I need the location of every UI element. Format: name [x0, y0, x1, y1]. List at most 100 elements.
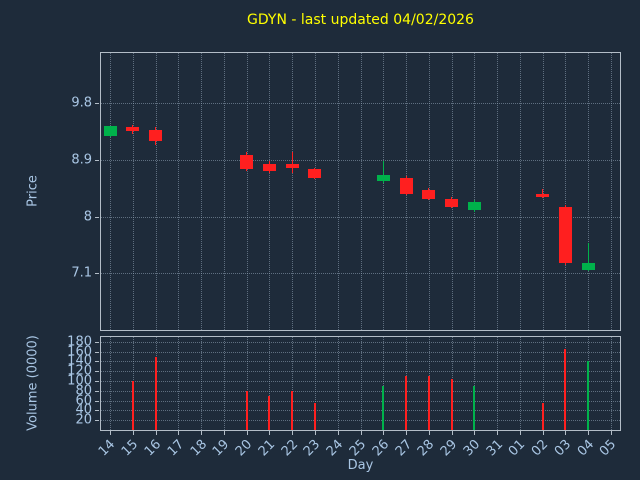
volume-axis-label: Volume (0000): [25, 335, 41, 431]
price-tick-mark: [95, 216, 99, 218]
day-tick-mark: [292, 431, 294, 435]
grid-line-vertical: [269, 337, 271, 430]
day-tick-mark: [406, 431, 408, 435]
grid-line-vertical: [383, 53, 385, 330]
grid-line-horizontal: [101, 390, 620, 392]
grid-line-horizontal: [101, 216, 620, 218]
day-tick-label: 01: [506, 437, 529, 460]
day-tick-label: 16: [141, 437, 165, 460]
volume-tick-mark: [95, 381, 99, 383]
day-tick-label: 27: [392, 437, 415, 460]
volume-tick-label: 180: [67, 334, 92, 350]
grid-line-vertical: [611, 337, 612, 430]
grid-line-vertical: [269, 53, 271, 330]
volume-tick-label: 100: [67, 373, 92, 389]
day-tick-mark: [428, 431, 430, 435]
day-tick-label: 25: [346, 437, 370, 460]
day-tick-mark: [497, 431, 499, 435]
volume-bar: [473, 385, 476, 430]
grid-line-horizontal: [101, 160, 620, 162]
day-tick-mark: [383, 431, 385, 435]
day-tick-mark: [178, 431, 180, 435]
volume-bar: [541, 403, 544, 430]
grid-line-horizontal: [101, 381, 620, 383]
candle-body: [467, 201, 481, 211]
volume-bar: [405, 376, 408, 430]
volume-bar: [245, 390, 248, 430]
candle-wick: [587, 243, 589, 271]
volume-bar: [268, 395, 271, 430]
volume-bar: [291, 390, 294, 430]
grid-line-vertical: [132, 53, 134, 330]
day-tick-label: 30: [460, 437, 483, 460]
day-tick-mark: [360, 431, 362, 435]
volume-tick-label: 40: [75, 402, 92, 418]
volume-tick-mark: [95, 371, 99, 373]
grid-line-vertical: [314, 53, 316, 330]
grid-line-vertical: [565, 53, 567, 330]
day-tick-mark: [588, 431, 590, 435]
day-tick-label: 28: [415, 437, 438, 460]
candle-wick: [382, 161, 384, 183]
candle-body: [558, 206, 572, 264]
volume-tick-mark: [95, 361, 99, 363]
grid-line-vertical: [314, 337, 316, 430]
day-tick-mark: [474, 431, 476, 435]
candle-body: [126, 127, 140, 132]
day-tick-label: 17: [164, 437, 187, 460]
volume-tick-label: 140: [67, 353, 92, 369]
day-tick-mark: [269, 431, 271, 435]
volume-tick-mark: [95, 400, 99, 402]
day-tick-label: 23: [301, 437, 324, 460]
day-axis-label: Day: [347, 458, 374, 473]
candle-wick: [291, 152, 293, 173]
day-tick-label: 22: [278, 437, 301, 460]
chart-title: GDYN - last updated 04/02/2026: [247, 12, 474, 28]
grid-line-vertical: [246, 53, 248, 330]
volume-bar: [450, 378, 453, 430]
candle-body: [581, 263, 595, 270]
volume-tick-label: 120: [67, 363, 92, 379]
grid-line-vertical: [383, 337, 385, 430]
day-tick-label: 02: [528, 437, 552, 460]
day-tick-mark: [110, 431, 111, 435]
grid-line-vertical: [178, 337, 180, 430]
volume-plot-area: [100, 336, 621, 431]
volume-tick-mark: [95, 341, 99, 343]
volume-bar: [564, 349, 567, 430]
grid-line-vertical: [223, 337, 225, 430]
candle-body: [262, 163, 276, 172]
day-tick-mark: [542, 431, 544, 435]
day-tick-label: 15: [119, 437, 142, 460]
grid-line-vertical: [201, 53, 203, 330]
volume-bar: [587, 361, 590, 430]
candle-body: [399, 177, 413, 194]
day-tick-label: 31: [483, 437, 506, 460]
day-tick-label: 29: [437, 437, 461, 460]
volume-tick-label: 20: [75, 412, 92, 428]
grid-line-vertical: [110, 337, 111, 430]
price-tick-mark: [95, 160, 99, 162]
grid-line-vertical: [246, 337, 248, 430]
day-tick-mark: [337, 431, 339, 435]
grid-line-vertical: [519, 337, 521, 430]
candle-body: [240, 154, 254, 169]
candle-body: [445, 199, 459, 207]
day-tick-label: 19: [210, 437, 233, 460]
price-tick-label: 7.1: [71, 265, 92, 281]
grid-line-horizontal: [101, 361, 620, 363]
volume-tick-mark: [95, 410, 99, 412]
grid-line-vertical: [451, 53, 453, 330]
candle-body: [536, 194, 550, 198]
day-tick-mark: [565, 431, 567, 435]
candle-body: [149, 129, 163, 142]
candle-body: [103, 126, 117, 137]
day-tick-mark: [611, 431, 612, 435]
grid-line-horizontal: [101, 351, 620, 353]
day-tick-mark: [201, 431, 203, 435]
grid-line-vertical: [201, 337, 203, 430]
day-tick-mark: [223, 431, 225, 435]
price-tick-mark: [95, 273, 99, 275]
candle-body: [308, 168, 322, 178]
